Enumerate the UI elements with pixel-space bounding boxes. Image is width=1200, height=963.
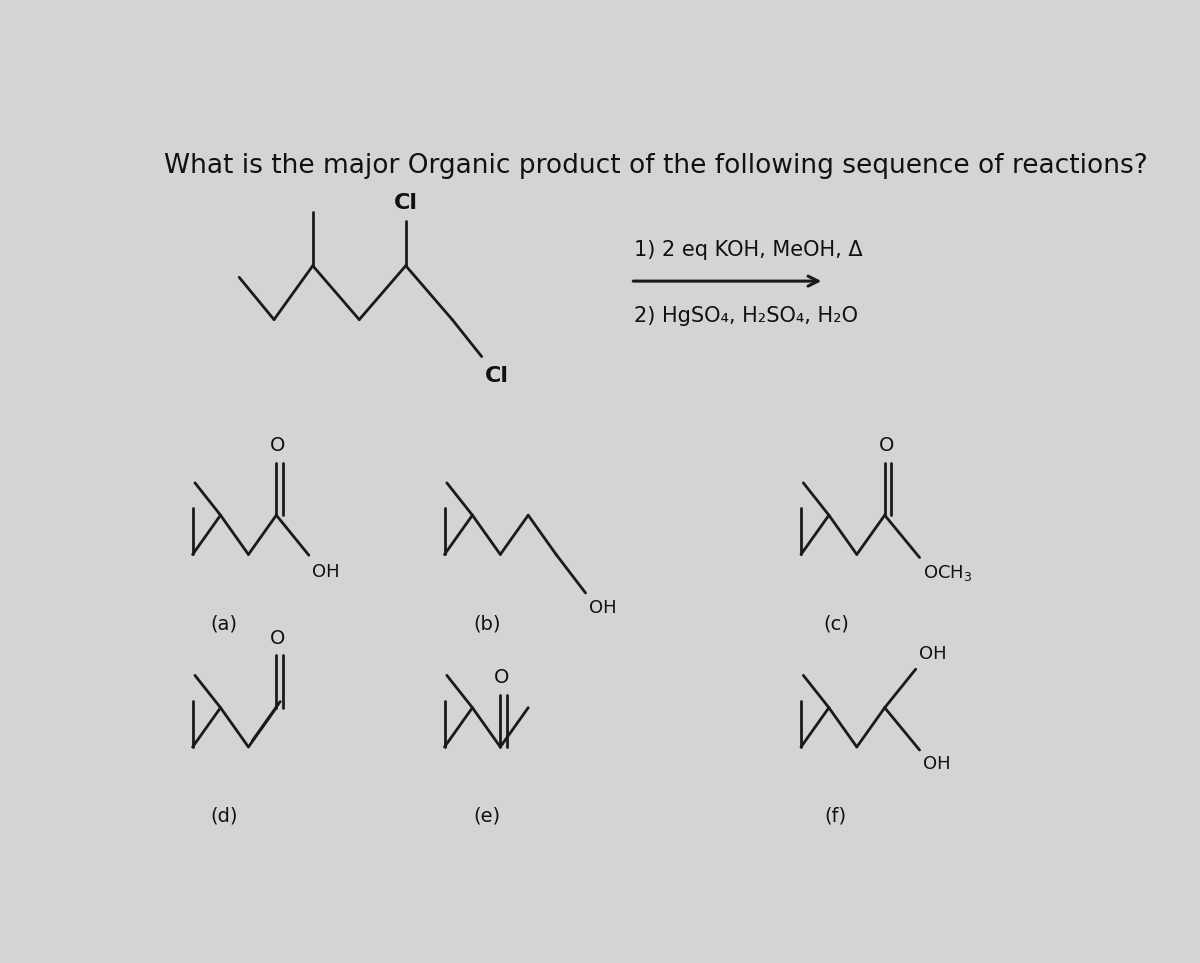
Text: OH: OH (919, 645, 947, 664)
Text: What is the major Organic product of the following sequence of reactions?: What is the major Organic product of the… (164, 152, 1147, 178)
Text: O: O (270, 629, 286, 648)
Text: (d): (d) (210, 807, 238, 825)
Text: (e): (e) (474, 807, 500, 825)
Text: Cl: Cl (485, 366, 509, 386)
Text: Cl: Cl (394, 194, 418, 214)
Text: (a): (a) (210, 614, 238, 634)
Text: 2) HgSO₄, H₂SO₄, H₂O: 2) HgSO₄, H₂SO₄, H₂O (635, 305, 858, 325)
Text: OCH$_3$: OCH$_3$ (924, 563, 973, 583)
Text: OH: OH (312, 563, 340, 581)
Text: O: O (494, 668, 510, 687)
Text: (c): (c) (823, 614, 848, 634)
Text: (b): (b) (473, 614, 500, 634)
Text: O: O (878, 436, 894, 455)
Text: OH: OH (924, 755, 952, 773)
Text: O: O (270, 436, 286, 455)
Text: (f): (f) (824, 807, 847, 825)
Text: OH: OH (589, 599, 617, 617)
Text: 1) 2 eq KOH, MeOH, Δ: 1) 2 eq KOH, MeOH, Δ (635, 240, 863, 260)
